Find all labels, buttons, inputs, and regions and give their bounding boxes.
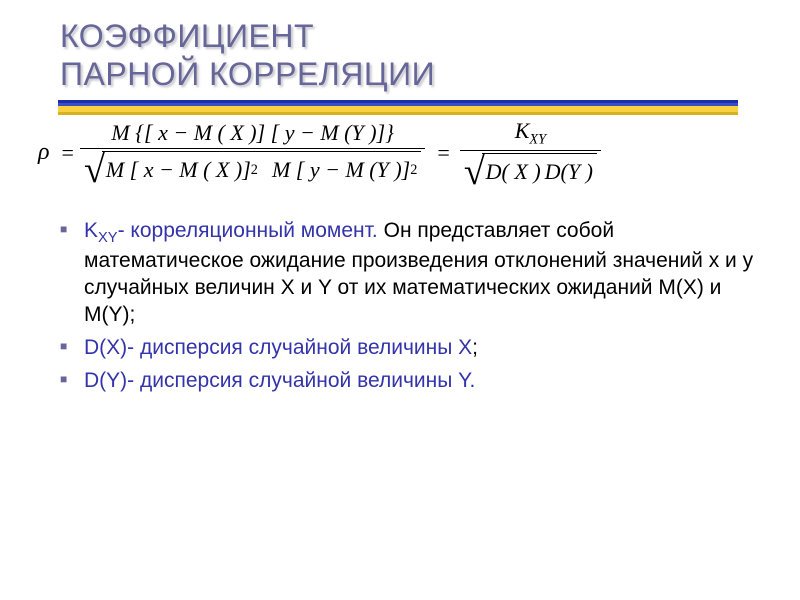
- den-part-a-sup: 2: [251, 162, 258, 179]
- fraction-2-denominator: √ D( X ) D(Y ): [460, 151, 601, 190]
- fraction-1-numerator: M {[ x − M ( X )] [ y − M (Y )]}: [107, 118, 398, 148]
- slide-container: КОЭФФИЦИЕНТ ПАРНОЙ КОРРЕЛЯЦИИ ρ = M {[ x…: [0, 0, 800, 600]
- term-kxy-sub: XY: [98, 231, 118, 247]
- bullet-item-1: KXY- корреляционный момент. Он представл…: [60, 218, 770, 329]
- bullet-2-text: ;: [472, 336, 478, 359]
- sqrt-2: √ D( X ) D(Y ): [464, 153, 597, 187]
- den-part-b-sup: 2: [410, 162, 417, 179]
- radical-icon: √: [84, 153, 105, 187]
- equals-2: =: [437, 140, 449, 166]
- fraction-1: M {[ x − M ( X )] [ y − M (Y )]} √ M [ x…: [80, 118, 425, 189]
- underline-bar-4: [58, 112, 738, 115]
- den2-d1: D( X ): [486, 159, 541, 185]
- term-dy: D(Y)- дисперсия случайной величины Y.: [84, 369, 475, 392]
- den-part-a: M [ x − M ( X )]: [106, 157, 251, 183]
- correlation-formula: ρ = M {[ x − M ( X )] [ y − M (Y )]} √ M…: [30, 116, 770, 191]
- title-block: КОЭФФИЦИЕНТ ПАРНОЙ КОРРЕЛЯЦИИ: [60, 18, 770, 94]
- term-kxy: KXY- корреляционный момент.: [84, 219, 384, 242]
- sqrt-1: √ M [ x − M ( X )]2 M [ y − M (Y )]2: [84, 151, 421, 185]
- slide-title: КОЭФФИЦИЕНТ ПАРНОЙ КОРРЕЛЯЦИИ: [60, 18, 770, 94]
- frac2-num-sub: XY: [529, 131, 546, 147]
- den-part-b: M [ y − M (Y )]: [272, 157, 410, 183]
- fraction-2: KXY √ D( X ) D(Y ): [460, 116, 601, 191]
- term-dx: D(X)- дисперсия случайной величины Х: [84, 336, 472, 359]
- radical-icon-2: √: [464, 155, 485, 189]
- frac2-num-k: K: [515, 118, 530, 143]
- term-kxy-tail: - корреляционный момент.: [118, 219, 378, 242]
- fraction-2-numerator: KXY: [511, 116, 550, 150]
- equals-1: =: [62, 140, 74, 166]
- bullet-list: KXY- корреляционный момент. Он представл…: [60, 218, 770, 394]
- den2-d2: D(Y ): [545, 159, 593, 185]
- frac1-num-text: M {[ x − M ( X )] [ y − M (Y )]}: [111, 120, 394, 145]
- title-underline: [58, 100, 738, 120]
- sqrt-1-content: M [ x − M ( X )]2 M [ y − M (Y )]2: [102, 151, 422, 185]
- symbol-rho: ρ: [38, 139, 50, 166]
- fraction-1-denominator: √ M [ x − M ( X )]2 M [ y − M (Y )]2: [80, 149, 425, 188]
- bullet-item-3: D(Y)- дисперсия случайной величины Y.: [60, 368, 770, 395]
- bullet-item-2: D(X)- дисперсия случайной величины Х;: [60, 335, 770, 362]
- sqrt-2-content: D( X ) D(Y ): [482, 153, 597, 187]
- term-kxy-main: K: [84, 219, 98, 242]
